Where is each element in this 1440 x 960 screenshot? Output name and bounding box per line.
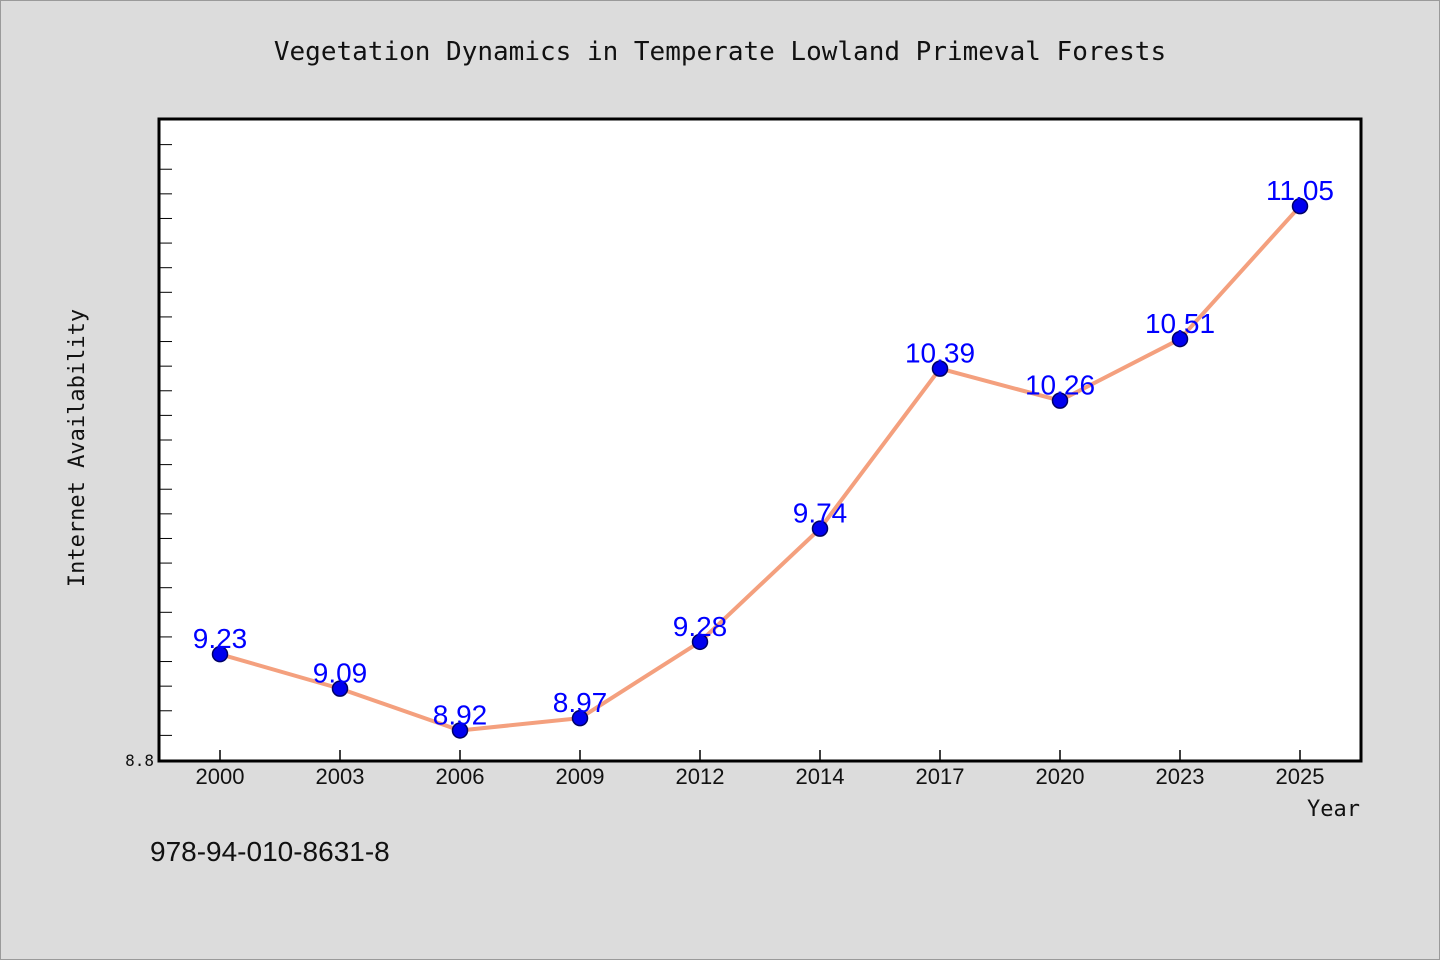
data-label: 9.28 [673, 611, 728, 642]
x-tick-label: 2006 [436, 764, 485, 789]
x-tick-label: 2023 [1156, 764, 1205, 789]
data-label: 9.74 [793, 498, 848, 529]
x-tick-label: 2003 [316, 764, 365, 789]
x-tick-label: 2000 [196, 764, 245, 789]
data-point [1291, 197, 1309, 215]
data-label: 8.92 [433, 699, 488, 730]
x-tick-label: 2025 [1276, 764, 1325, 789]
x-axis-ticks: 2000 2003 2006 2009 2012 2014 2017 2020 2023 2025 [196, 750, 1325, 789]
data-point [571, 709, 589, 727]
y-axis-label: Internet Availability [65, 309, 90, 587]
data-label: 10.51 [1145, 308, 1215, 339]
data-point [931, 360, 949, 377]
data-label: 9.23 [193, 623, 248, 654]
x-axis-label: Year [1307, 797, 1360, 822]
plot-area [157, 117, 1363, 763]
series-line [218, 204, 1302, 733]
chart-title: Vegetation Dynamics in Temperate Lowland… [274, 37, 1166, 67]
data-point [811, 520, 829, 537]
data-point [1051, 392, 1069, 409]
data-point [451, 722, 469, 739]
data-point [211, 645, 229, 663]
y-axis-ticks: 8.8 [125, 144, 172, 770]
data-labels: 9.23 9.09 8.92 8.97 9.28 9.74 10.39 10.26 10.51 1… [193, 175, 1334, 730]
data-point [691, 633, 709, 651]
data-label: 9.09 [313, 658, 368, 689]
x-tick-label: 2014 [796, 764, 845, 789]
data-label: 8.97 [553, 687, 608, 718]
x-tick-label: 2009 [556, 764, 605, 789]
x-tick-label: 2012 [676, 764, 725, 789]
x-tick-label: 2017 [916, 764, 965, 789]
series-layer [211, 197, 1309, 739]
y-tick-label: 8.8 [125, 751, 154, 770]
data-label: 10.39 [905, 338, 975, 369]
data-label: 11.05 [1266, 175, 1334, 206]
data-point [1171, 330, 1189, 348]
data-label: 10.26 [1025, 370, 1095, 401]
x-tick-label: 2020 [1036, 764, 1085, 789]
data-point [331, 680, 349, 697]
isbn-text: 978-94-010-8631-8 [150, 836, 390, 867]
